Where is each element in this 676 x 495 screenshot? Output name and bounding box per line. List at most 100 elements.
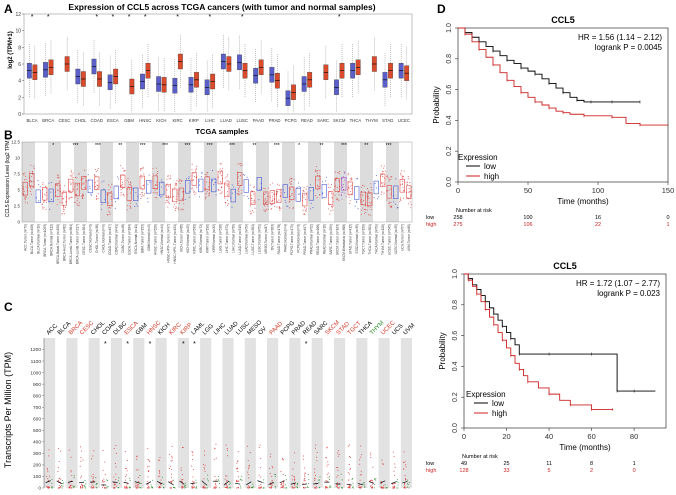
panel-c-point [225,484,227,486]
panel-b-point [354,205,356,207]
panel-b-point [226,176,228,178]
panel-c-point [359,463,361,465]
panel-c-point [396,478,398,480]
panel-c-point [125,485,127,487]
panel-b-point [69,190,71,192]
panel-c-point [91,458,93,460]
panel-b-point [225,202,227,204]
panel-b-point [305,199,307,201]
panel-c-point [58,479,60,481]
panel-b-point [169,175,171,177]
panel-b-point [263,209,265,211]
panel-b-point [176,183,178,185]
panel-a-xtick-label: LIHC [205,118,215,123]
panel-c-point [304,480,306,482]
panel-b-point [330,192,332,194]
panel-b-point [198,196,200,198]
panel-c-point [327,487,329,489]
panel-b-point [191,168,193,170]
panel-b-point [240,175,242,177]
panel-b-point [316,197,318,199]
panel-c-point [327,463,329,465]
panel-c-point [57,471,59,473]
panel-c-point [270,453,272,455]
panel-c-point [382,463,384,465]
panel-b-point [409,181,411,184]
panel-c-point [147,448,149,450]
panel-b-box [74,182,80,197]
panel-b-point [129,206,132,208]
panel-c-point [59,485,61,487]
panel-b-point [180,180,182,182]
panel-b-point [50,198,53,200]
panel-b-point [141,177,143,179]
panel-c-point [139,482,141,484]
panel-b-point [76,203,78,205]
panel-b-box [48,188,54,203]
panel-c-point [59,486,61,488]
panel-c-point [282,484,284,486]
panel-c-point [57,467,59,469]
panel-c-point [358,485,360,487]
panel-b-point [96,197,98,199]
panel-b-sig-mark: *** [341,143,347,149]
panel-b-xtick-label: PAAD.Tumor (n=178) [277,224,281,254]
panel-b-bg-band [178,142,191,222]
panel-b-point [56,184,58,186]
panel-c-point [249,487,251,489]
panel-b-point [314,171,316,173]
panel-c-point [404,478,406,480]
panel-c-point [113,476,115,478]
panel-c-point [129,487,131,489]
panel-d2-ytick-label: 0.4 [452,361,459,371]
panel-b-point [304,213,306,216]
panel-c-point [238,480,240,482]
panel-c-point [135,484,137,486]
panel-c-point [171,473,173,475]
panel-b-point [368,191,370,193]
panel-c-point [91,475,93,477]
panel-a-xtick-label: PCPG [285,118,298,123]
panel-c-point [118,487,120,489]
panel-d2-logrank: logrank P = 0.023 [597,289,660,298]
panel-b-point [373,196,375,199]
panel-c-point [375,478,377,480]
panel-b-point [221,169,223,172]
panel-b-point [321,181,324,183]
panel-d1-logrank: logrank P = 0.0045 [595,43,663,52]
panel-b-point [41,203,43,205]
panel-b-point [277,190,279,193]
panel-b-point [165,199,167,201]
panel-b-point [249,210,251,212]
panel-b-point [70,192,72,194]
panel-c-point [385,487,387,489]
panel-b-box [373,180,379,195]
panel-c-point [303,480,305,482]
panel-b-point [375,187,377,189]
panel-c-point [148,465,150,467]
panel-c-point [258,447,260,449]
panel-c-point [125,487,127,489]
panel-c-point [326,446,328,448]
panel-c-point [181,485,183,487]
panel-b-point [237,189,239,191]
panel-c-point [58,477,60,479]
panel-b-xtick-label: PCPG.Tumor (n=179) [290,224,294,255]
panel-b-point [356,201,358,203]
panel-c-median [368,481,375,484]
panel-d1-risk-value: 106 [523,222,532,228]
panel-b-point [142,194,144,196]
panel-c-point [291,487,293,489]
panel-b-box [269,190,275,204]
panel-b-point [136,205,138,207]
panel-c-point [203,468,205,470]
panel-c-bg-band [400,338,412,488]
panel-b-point [231,206,233,208]
panel-c-point [68,449,70,451]
panel-b-sig-mark: ** [364,143,368,149]
panel-b-point [264,205,266,207]
panel-c-median [402,481,408,484]
panel-d1-legend-label-high: high [484,172,499,181]
panel-c-ytick-label: 700 [33,405,41,411]
